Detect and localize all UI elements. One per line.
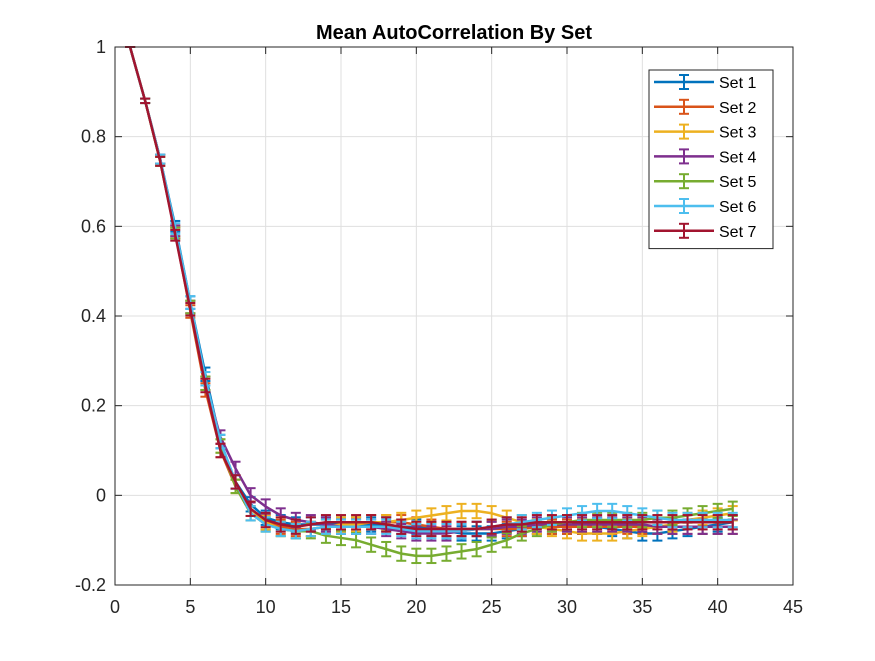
chart-title: Mean AutoCorrelation By Set (316, 22, 592, 44)
legend: Set 1 Set 2 Set 3 Set 4 Set 5 Set 6 Set 7 (648, 69, 774, 250)
x-tick-label: 15 (331, 597, 351, 617)
x-tick-label: 45 (783, 597, 803, 617)
legend-label: Set 4 (719, 149, 756, 166)
x-tick-label: 30 (557, 597, 577, 617)
legend-item-6: Set 6 (654, 198, 756, 216)
series-7 (125, 46, 738, 538)
legend-item-3: Set 3 (654, 123, 756, 142)
legend-box (648, 69, 774, 250)
x-tick-label: 10 (256, 597, 276, 617)
x-tick-label: 35 (632, 597, 652, 617)
legend-label: Set 7 (719, 224, 756, 241)
x-tick-label: 25 (482, 597, 502, 617)
series-group (125, 46, 738, 565)
legend-label: Set 2 (719, 100, 756, 117)
x-tick-label: 5 (185, 597, 195, 617)
x-tick-labels: 0 5 10 15 20 25 30 35 40 45 (110, 597, 803, 617)
legend-item-7: Set 7 (654, 222, 756, 241)
y-tick-label: -0.2 (75, 575, 106, 595)
tick-marks (114, 46, 794, 586)
legend-label: Set 6 (719, 199, 756, 216)
x-tick-label: 40 (708, 597, 728, 617)
y-tick-label: 0.8 (81, 127, 106, 147)
legend-label: Set 3 (719, 125, 756, 142)
legend-item-5: Set 5 (654, 173, 756, 191)
y-tick-label: 1 (96, 37, 106, 57)
x-tick-label: 20 (406, 597, 426, 617)
y-tick-labels: -0.2 0 0.2 0.4 0.6 0.8 1 (75, 37, 106, 595)
x-tick-label: 0 (110, 597, 120, 617)
y-tick-label: 0.2 (81, 396, 106, 416)
y-tick-label: 0.6 (81, 216, 106, 236)
legend-item-4: Set 4 (654, 148, 756, 166)
y-tick-label: 0 (96, 485, 106, 505)
legend-item-1: Set 1 (654, 74, 756, 92)
grid (115, 47, 793, 585)
legend-label: Set 5 (719, 174, 756, 191)
y-tick-label: 0.4 (81, 306, 106, 326)
legend-item-2: Set 2 (654, 98, 756, 117)
legend-label: Set 1 (719, 75, 756, 92)
